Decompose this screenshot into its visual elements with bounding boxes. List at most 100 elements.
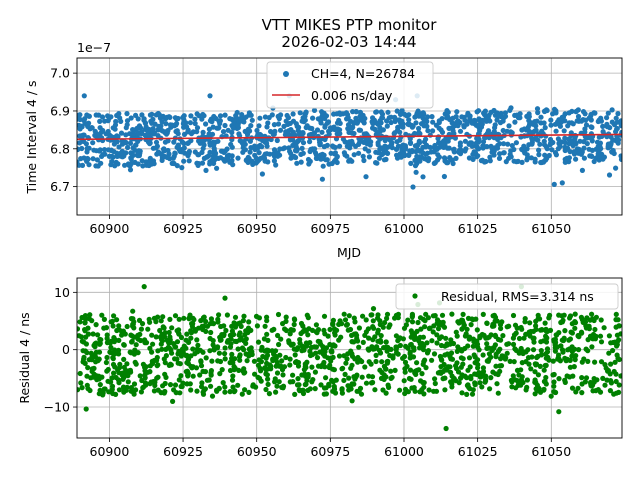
residual-point: [466, 336, 472, 342]
data-point: [491, 152, 497, 158]
residual-point: [375, 327, 381, 333]
data-point: [578, 118, 585, 124]
data-point: [150, 126, 156, 132]
data-point: [257, 115, 263, 121]
residual-point: [112, 347, 118, 353]
residual-point: [162, 360, 168, 366]
residual-point: [569, 385, 576, 391]
residual-point: [101, 316, 107, 322]
residual-point: [81, 356, 87, 362]
residual-point: [140, 385, 146, 391]
residual-point: [167, 382, 174, 388]
data-point: [541, 142, 548, 148]
data-point: [536, 147, 542, 153]
residual-point: [429, 338, 435, 344]
data-point: [595, 118, 601, 125]
data-point: [337, 111, 343, 117]
residual-point: [99, 312, 105, 318]
residual-point: [439, 312, 446, 318]
data-point: [229, 157, 235, 164]
data-point: [130, 152, 136, 158]
data-point: [618, 153, 622, 159]
data-point: [370, 125, 376, 131]
data-point: [462, 117, 468, 123]
data-point: [108, 133, 114, 140]
top-x-tick-label: 60925: [163, 221, 203, 236]
data-point: [565, 145, 571, 151]
residual-point: [432, 376, 438, 382]
residual-point: [409, 385, 415, 391]
residual-point: [331, 367, 337, 373]
residual-point: [572, 320, 579, 326]
residual-point: [209, 358, 215, 364]
residual-point: [197, 372, 203, 378]
residual-point: [497, 368, 503, 374]
data-point: [495, 113, 501, 119]
chart-subtitle: 2026-02-03 14:44: [281, 33, 416, 51]
residual-point: [136, 317, 143, 323]
residual-point: [138, 337, 144, 344]
data-point: [165, 138, 171, 144]
residual-point: [312, 369, 318, 375]
residual-point: [287, 331, 293, 337]
residual-point: [440, 319, 446, 325]
data-point: [282, 132, 288, 138]
residual-point: [486, 345, 492, 351]
residual-point: [188, 353, 194, 359]
residual-point: [510, 341, 517, 347]
residual-point: [513, 330, 519, 336]
residual-point: [527, 333, 533, 339]
residual-point: [534, 382, 541, 388]
residual-point: [222, 351, 228, 357]
data-point: [532, 156, 538, 162]
residual-point: [455, 319, 461, 325]
residual-point: [145, 326, 151, 332]
data-point: [529, 136, 535, 142]
residual-point: [372, 334, 378, 340]
data-point: [423, 136, 429, 142]
data-point: [445, 160, 451, 166]
residual-point: [381, 372, 387, 378]
data-point: [185, 153, 191, 159]
data-point: [311, 107, 318, 113]
residual-point: [290, 379, 296, 385]
data-point: [123, 125, 129, 131]
residual-point: [613, 311, 619, 317]
residual-point: [295, 376, 301, 382]
data-point: [79, 162, 86, 168]
residual-point: [551, 337, 557, 343]
residual-point: [219, 367, 225, 373]
residual-point: [95, 332, 101, 338]
residual-point: [492, 318, 498, 324]
residual-point: [330, 388, 336, 394]
residual-point: [373, 352, 379, 358]
data-point: [320, 111, 326, 117]
residual-point: [263, 386, 269, 393]
residual-point: [576, 347, 582, 353]
data-point: [127, 167, 134, 173]
residual-point: [215, 358, 221, 364]
residual-point: [137, 331, 143, 337]
data-point: [135, 161, 141, 167]
residual-point: [153, 334, 159, 340]
bottom-scatter-series: [77, 284, 622, 432]
residual-point: [191, 317, 197, 323]
residual-point: [349, 339, 355, 345]
data-point: [548, 122, 554, 128]
residual-point: [525, 355, 532, 361]
residual-point: [189, 323, 195, 329]
residual-point: [518, 324, 524, 331]
residual-point: [159, 346, 165, 352]
data-point: [464, 121, 470, 127]
data-point: [116, 144, 122, 150]
data-point: [480, 139, 487, 145]
residual-point: [264, 314, 270, 320]
residual-point: [417, 345, 423, 351]
residual-point: [454, 348, 460, 354]
residual-point: [142, 380, 149, 386]
residual-point: [480, 352, 486, 358]
residual-point: [346, 387, 352, 393]
residual-point: [207, 335, 213, 342]
residual-point: [223, 327, 229, 334]
residual-point: [183, 353, 189, 359]
